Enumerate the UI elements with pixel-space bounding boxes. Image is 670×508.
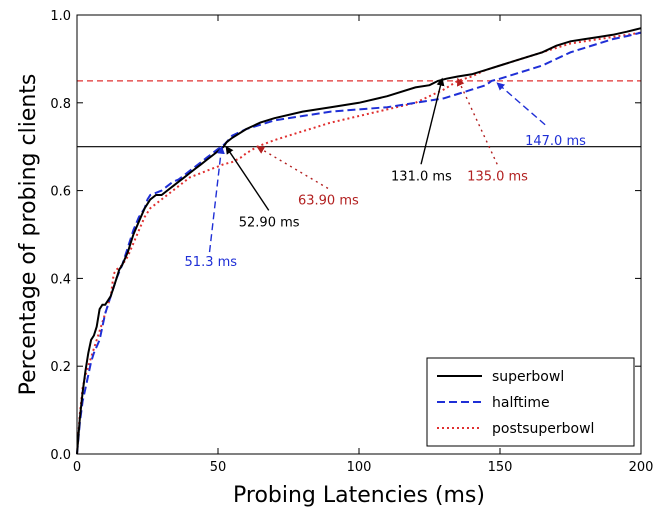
x-axis-label: Probing Latencies (ms) xyxy=(233,483,485,508)
y-tick-label: 0.2 xyxy=(50,360,71,375)
y-tick-label: 0.8 xyxy=(50,97,71,112)
y-tick-label: 0.0 xyxy=(50,448,71,463)
annotation-arrow xyxy=(496,82,546,126)
x-tick-label: 0 xyxy=(73,460,81,475)
annotation-arrow xyxy=(420,77,445,165)
legend-label-superbowl: superbowl xyxy=(492,369,564,385)
y-tick-label: 1.0 xyxy=(50,9,71,24)
annotation-label: 147.0 ms xyxy=(525,134,586,149)
annotation-arrow xyxy=(256,146,329,190)
y-tick-label: 0.6 xyxy=(50,185,71,200)
legend-label-halftime: halftime xyxy=(492,395,550,411)
x-tick-label: 100 xyxy=(347,460,372,475)
y-tick-label: 0.4 xyxy=(50,272,71,287)
annotation-label: 51.3 ms xyxy=(185,255,238,270)
y-axis-label: Percentage of probing clients xyxy=(16,74,41,396)
annotation-layer: 52.90 ms 63.90 ms 51.3 ms 131.0 ms 135.0 ms 1… xyxy=(185,77,586,270)
annotation-label: 131.0 ms xyxy=(391,169,452,184)
x-tick-label: 200 xyxy=(629,460,654,475)
x-tick-label: 50 xyxy=(210,460,227,475)
series-layer xyxy=(76,27,642,455)
annotation-arrow xyxy=(456,77,498,165)
legend-label-postsuperbowl: postsuperbowl xyxy=(492,421,594,437)
annotation-label: 135.0 ms xyxy=(467,169,528,184)
reference-lines xyxy=(77,80,641,148)
annotation-arrow xyxy=(225,145,270,211)
series-line-superbowl xyxy=(76,27,642,455)
legend: superbowl halftime postsuperbowl xyxy=(426,357,635,447)
series-line-postsuperbowl xyxy=(76,31,642,455)
annotation-label: 63.90 ms xyxy=(298,193,359,208)
x-tick-label: 150 xyxy=(488,460,513,475)
annotation-arrow xyxy=(208,145,225,253)
axis-ticks: 0 50 100 150 200 0.0 0.2 0.4 0.6 0.8 1.0 xyxy=(50,9,653,475)
annotation-label: 52.90 ms xyxy=(239,215,300,230)
